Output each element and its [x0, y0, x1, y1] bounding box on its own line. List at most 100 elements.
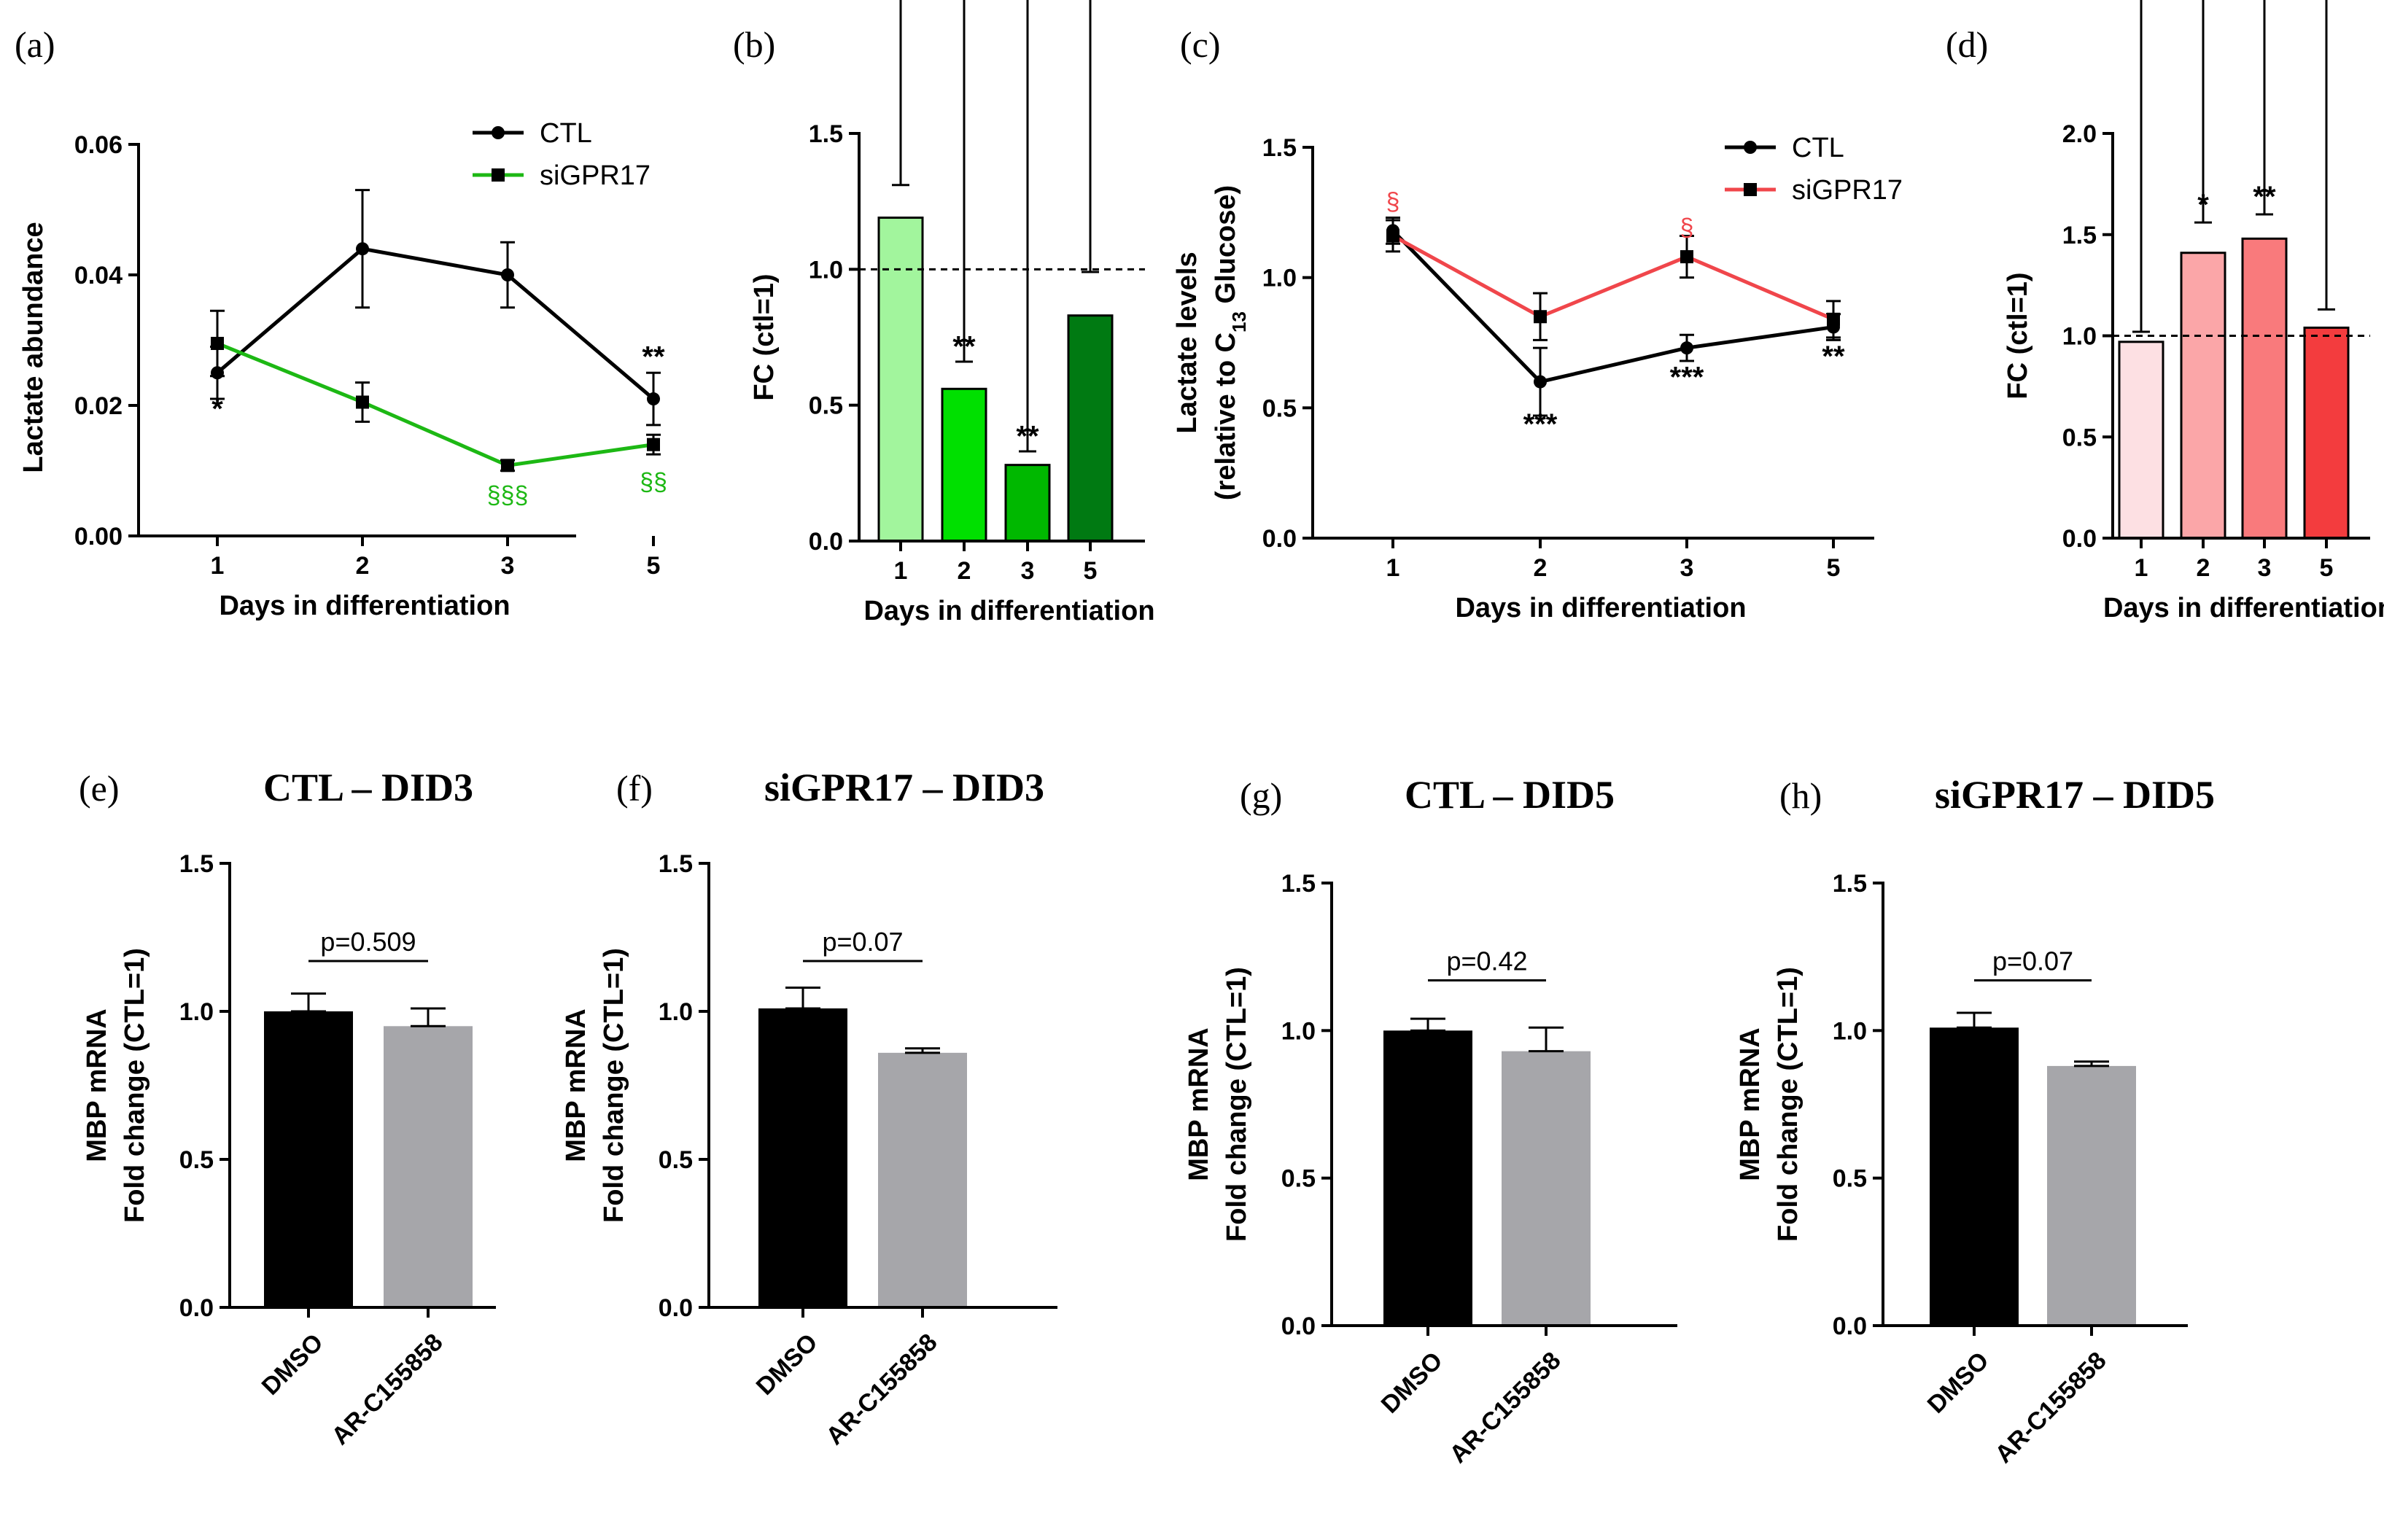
- y-tick-label: 0.0: [659, 1294, 693, 1322]
- y-axis-title-line1: MBP mRNA: [1735, 1027, 1766, 1181]
- pvalue-label: p=0.509: [320, 927, 416, 957]
- panel-title-f: siGPR17 – DID3: [764, 766, 1044, 809]
- bar-2: [941, 387, 987, 542]
- x-tick-label: 3: [501, 552, 515, 580]
- significance-marker: ***: [1523, 408, 1558, 440]
- significance-marker: §: [1386, 188, 1400, 216]
- data-point: [647, 438, 660, 451]
- y-tick-label: 0.02: [74, 392, 123, 420]
- significance-marker: §§§: [487, 481, 529, 509]
- y-tick-label: 0.0: [179, 1294, 214, 1322]
- x-tick-label: 5: [2320, 554, 2334, 582]
- y-axis-title-line1: MBP mRNA: [1184, 1027, 1214, 1181]
- y-axis-title-line1: MBP mRNA: [561, 1008, 591, 1162]
- panel-label-h: (h): [1779, 775, 1822, 816]
- pvalue-label: p=0.07: [1992, 946, 2073, 976]
- y-tick-label: 0.5: [179, 1146, 214, 1174]
- panel-a: 0.00 0.02 0.04 0.06 1 2 3 5 Days in differentiat…: [18, 118, 667, 621]
- x-tick-label: 3: [1680, 554, 1694, 582]
- legend-label: siGPR17: [1792, 175, 1903, 206]
- significance-marker: **: [1822, 341, 1845, 373]
- x-tick-label: AR-C155858: [1989, 1347, 2111, 1469]
- y-tick-label: 1.0: [1281, 1017, 1316, 1045]
- panel-label-a: (a): [15, 24, 55, 65]
- y-axis-title-line2: Fold change (CTL=1): [120, 948, 150, 1223]
- panel-c: 0.0 0.5 1.0 1.5 1 2 3 5 Days in differentiation L…: [1172, 133, 1903, 623]
- x-tick-label: 1: [211, 552, 225, 580]
- x-tick-label: 2: [1534, 554, 1548, 582]
- y-tick-label: 1.0: [1262, 265, 1297, 292]
- y-tick-label: 1.5: [179, 850, 214, 878]
- legend-label: CTL: [1792, 133, 1844, 163]
- x-tick-label: 5: [1827, 554, 1841, 582]
- y-tick-label: 1.0: [179, 998, 214, 1026]
- y-tick-label: 0.0: [2062, 525, 2097, 553]
- y-tick-label: 1.5: [1262, 134, 1297, 162]
- panel-b: 0.0 0.5 1.0 1.5 1 2 3 5 Days in differentiation F…: [749, 0, 1155, 626]
- x-tick-label: AR-C155858: [1444, 1347, 1566, 1469]
- y-axis-title-line2: Fold change (CTL=1): [599, 948, 629, 1223]
- bar-3: [2241, 237, 2288, 540]
- y-tick-label: 1.5: [2062, 222, 2097, 249]
- panel-label-b: (b): [733, 24, 775, 65]
- y-tick-label: 0.5: [2062, 424, 2097, 451]
- x-axis-title: Days in differentiation: [219, 591, 510, 621]
- panel-title-g: CTL – DID5: [1405, 773, 1615, 817]
- legend-label: siGPR17: [540, 160, 651, 191]
- y-tick-label: 0.0: [809, 528, 843, 556]
- bar-DMSO: [264, 1011, 353, 1307]
- y-axis-title-line1: MBP mRNA: [82, 1008, 112, 1162]
- data-point: [1680, 341, 1693, 355]
- y-axis-title-subscript: 13: [1228, 311, 1250, 332]
- x-tick-label: 1: [894, 557, 908, 585]
- x-tick-label: 2: [958, 557, 971, 585]
- y-tick-label: 1.0: [809, 256, 843, 284]
- bar-3: [1004, 464, 1051, 542]
- x-tick-label: DMSO: [1922, 1347, 1995, 1419]
- y-tick-label: 2.0: [2062, 120, 2097, 148]
- y-axis-title-line1: Lactate levels: [1172, 252, 1203, 433]
- bar-AR-C155858: [2047, 1065, 2136, 1326]
- data-point: [1534, 375, 1547, 389]
- y-tick-label: 1.5: [1281, 870, 1316, 898]
- significance-marker: §: [1680, 214, 1694, 241]
- y-tick-label: 1.5: [809, 120, 843, 148]
- panel-label-c: (c): [1180, 24, 1221, 65]
- x-tick-label: 2: [2197, 554, 2210, 582]
- y-axis-title-line2: Fold change (CTL=1): [1222, 967, 1252, 1242]
- y-axis-title-line2: Fold change (CTL=1): [1773, 967, 1803, 1242]
- y-tick-label: 1.0: [2062, 323, 2097, 351]
- bar-AR-C155858: [878, 1052, 967, 1307]
- panel-label-e: (e): [79, 768, 120, 809]
- y-tick-label: 0.06: [74, 131, 123, 159]
- y-tick-label: 1.0: [1833, 1017, 1867, 1045]
- legend-marker: [1744, 141, 1757, 154]
- x-tick-label: 1: [1386, 554, 1400, 582]
- x-tick-label: 3: [1021, 557, 1035, 585]
- bar-DMSO: [1930, 1027, 2019, 1326]
- x-tick-label: AR-C155858: [326, 1329, 448, 1450]
- series-line-CTL: [1391, 229, 1834, 384]
- x-tick-label: 5: [647, 552, 661, 580]
- series-line-CTL: [216, 246, 655, 400]
- x-tick-label: DMSO: [1376, 1347, 1448, 1419]
- panel-d: 0.0 0.5 1.0 1.5 2.0 1 2 3 5 Days in differentiati…: [2003, 0, 2384, 623]
- x-tick-label: AR-C155858: [820, 1329, 942, 1450]
- x-axis-title: Days in differentiation: [2103, 593, 2384, 623]
- x-tick-label: 3: [2258, 554, 2272, 582]
- y-tick-label: 0.0: [1833, 1312, 1867, 1340]
- significance-marker: §§: [640, 468, 667, 496]
- y-tick-label: 0.5: [1281, 1165, 1316, 1193]
- y-tick-label: 0.00: [74, 523, 123, 551]
- panel-title-h: siGPR17 – DID5: [1935, 773, 2215, 817]
- data-point: [647, 392, 660, 406]
- significance-marker: **: [952, 331, 976, 363]
- y-tick-label: 0.5: [659, 1146, 693, 1174]
- pvalue-label: p=0.07: [822, 927, 903, 957]
- bar-2: [2180, 252, 2226, 540]
- data-point: [1680, 250, 1693, 264]
- legend-marker: [492, 168, 505, 182]
